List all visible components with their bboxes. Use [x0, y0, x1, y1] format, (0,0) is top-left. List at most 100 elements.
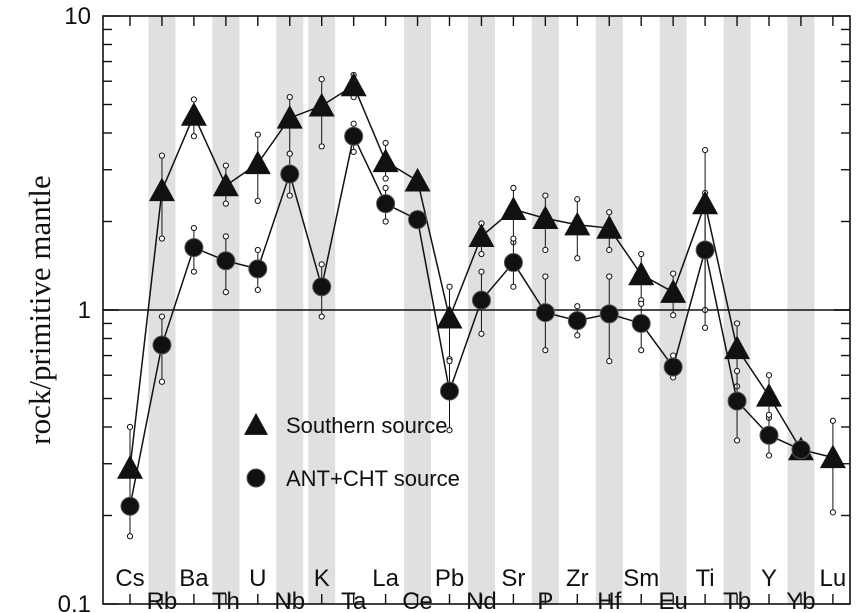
- x-tick-label: Y: [761, 565, 777, 592]
- marker-triangle-tb: [724, 335, 751, 360]
- x-tick-label: U: [249, 565, 266, 592]
- marker-circle-la: [376, 194, 396, 214]
- marker-circle-sm: [631, 313, 651, 333]
- marker-circle-nd: [471, 290, 491, 310]
- marker-circle-rb: [152, 335, 172, 355]
- legend: Southern source ANT+CHT source: [244, 413, 460, 491]
- x-tick-label: Lu: [820, 565, 847, 592]
- error-cap-high: [638, 250, 645, 258]
- marker-circle-sr: [503, 253, 523, 273]
- error-cap-low: [478, 330, 485, 337]
- error-cap-low: [382, 175, 389, 182]
- marker-circle-ce: [408, 210, 428, 230]
- error-cap-high: [158, 152, 166, 159]
- error-cap-low: [158, 235, 166, 242]
- error-cap-high: [574, 303, 581, 310]
- error-cap-high: [222, 162, 229, 169]
- error-cap-low: [318, 143, 325, 150]
- marker-triangle-ti: [692, 190, 719, 215]
- error-cap-low: [158, 378, 166, 385]
- error-cap-high: [190, 96, 197, 103]
- error-cap-low: [733, 437, 741, 444]
- error-cap-low: [382, 218, 389, 225]
- marker-circle-ti: [695, 240, 715, 260]
- marker-circle-nb: [280, 164, 300, 184]
- x-tick-label: Ta: [341, 588, 367, 613]
- x-tick-label: Th: [212, 588, 240, 613]
- error-cap-low: [542, 246, 549, 254]
- x-tick-label: Ce: [402, 588, 433, 613]
- x-tick-label: P: [537, 588, 553, 613]
- marker-circle-y: [759, 425, 779, 445]
- error-cap-high: [670, 270, 677, 277]
- error-cap-low: [286, 192, 293, 199]
- legend-label-0: Southern source: [286, 413, 447, 438]
- marker-circle-hf: [599, 304, 619, 324]
- marker-triangle-y: [756, 382, 782, 407]
- marker-triangle-la: [372, 148, 399, 173]
- error-cap-high: [350, 120, 357, 127]
- x-tick-label: Yb: [786, 588, 815, 613]
- marker-circle-cs: [120, 496, 140, 516]
- error-cap-high: [382, 139, 389, 147]
- error-cap-low: [254, 286, 261, 294]
- error-cap-low: [190, 133, 197, 140]
- marker-circle-k: [312, 277, 332, 297]
- marker-circle-tb: [727, 391, 747, 411]
- marker-triangle-k: [308, 92, 335, 117]
- marker-triangle-ta: [340, 72, 367, 97]
- axis-ticks: [103, 15, 850, 605]
- y-tick-labels: 0.1 1 10: [58, 3, 91, 613]
- error-cap-low: [126, 533, 134, 540]
- error-cap-high: [126, 423, 134, 431]
- error-cap-low: [574, 332, 581, 339]
- marker-triangle-rb: [148, 177, 175, 202]
- error-cap-low: [606, 358, 613, 365]
- error-cap-high: [733, 320, 741, 327]
- y-tick-label: 0.1: [58, 591, 91, 613]
- error-cap-high: [478, 268, 485, 275]
- marker-circle-p: [535, 303, 555, 323]
- marker-circle-yb: [791, 440, 811, 460]
- marker-circle-zr: [567, 311, 587, 331]
- error-cap-high: [702, 146, 709, 154]
- error-cap-high: [318, 261, 325, 268]
- x-tick-label: Sr: [501, 565, 525, 592]
- error-cap-high: [638, 300, 645, 307]
- error-cap-high: [158, 313, 166, 320]
- y-tick-label: 10: [64, 3, 91, 30]
- marker-triangle-nb: [276, 104, 303, 129]
- error-cap-low: [222, 289, 229, 296]
- error-cap-low: [670, 312, 677, 319]
- x-tick-label: La: [372, 565, 399, 592]
- x-tick-label: Ba: [179, 565, 209, 592]
- error-cap-high: [382, 184, 389, 192]
- error-cap-low: [222, 200, 229, 207]
- error-cap-low: [606, 246, 613, 254]
- error-cap-low: [542, 347, 549, 354]
- x-tick-label: K: [314, 565, 330, 592]
- series-line-1: [129, 133, 802, 507]
- marker-circle-ba: [184, 238, 204, 258]
- error-cap-low: [829, 509, 837, 516]
- error-cap-high: [446, 283, 453, 290]
- marker-triangle-sm: [628, 261, 655, 286]
- marker-triangle-sr: [500, 196, 527, 220]
- x-tick-label: Sm: [623, 565, 659, 592]
- error-cap-high: [606, 273, 613, 280]
- marker-circle-ta: [344, 126, 364, 146]
- error-cap-high: [510, 235, 517, 242]
- error-cap-low: [510, 283, 517, 290]
- y-tick-label: 1: [78, 297, 91, 324]
- marker-triangle-ba: [180, 102, 207, 126]
- x-tick-label: Hf: [597, 588, 621, 613]
- x-tick-label: Tb: [723, 588, 751, 613]
- error-cap-high: [606, 209, 613, 216]
- marker-triangle-lu: [819, 444, 846, 469]
- y-axis-label: rock/primitive mantle: [22, 175, 57, 444]
- error-cap-low: [638, 347, 645, 354]
- legend-marker-1: [246, 468, 266, 488]
- marker-triangle-p: [532, 205, 559, 230]
- marker-triangle-hf: [596, 215, 623, 239]
